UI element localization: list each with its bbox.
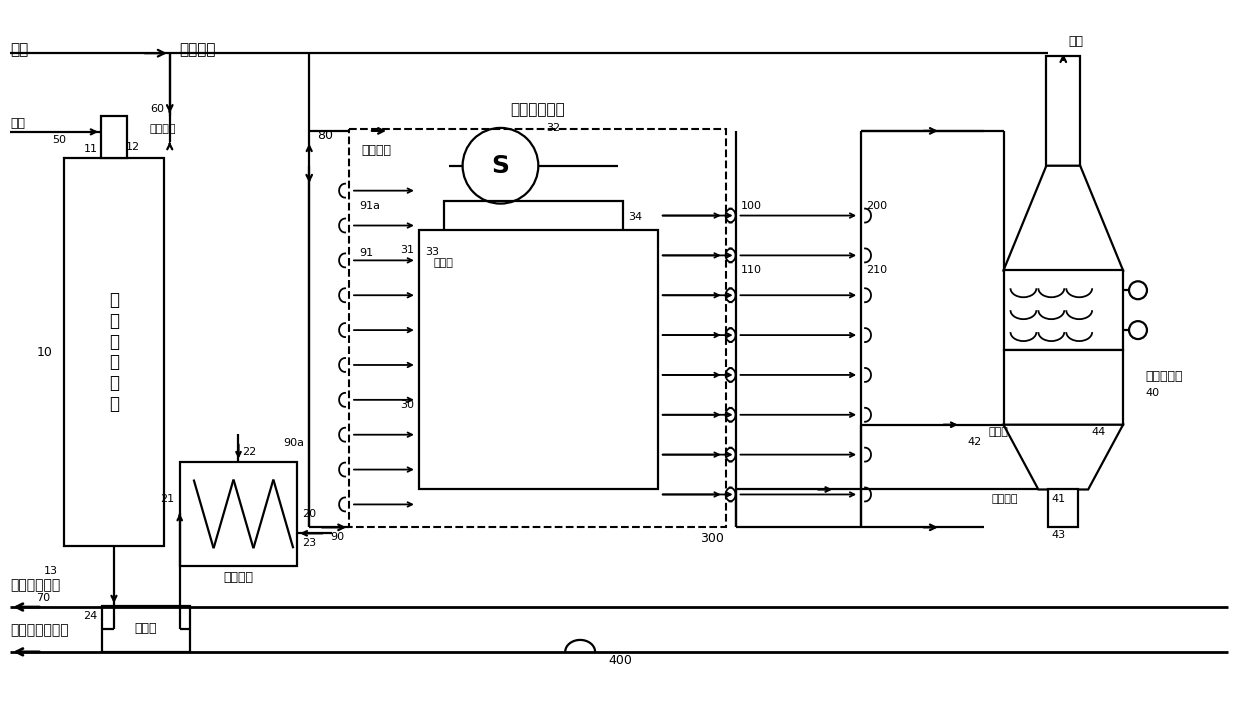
Text: 合成气: 合成气	[135, 622, 157, 635]
Text: 20: 20	[303, 509, 316, 519]
Bar	[348, 129, 725, 528]
Text: S: S	[491, 154, 510, 178]
Text: 乏合成气: 乏合成气	[992, 495, 1018, 505]
Text: 电堆空气: 电堆空气	[361, 144, 391, 157]
Text: 24: 24	[83, 611, 97, 621]
Text: 60: 60	[150, 104, 164, 114]
Bar	[102, 606, 190, 652]
Bar	[419, 231, 658, 490]
Text: 100: 100	[740, 200, 761, 211]
Polygon shape	[1003, 425, 1123, 490]
Bar	[100, 116, 126, 158]
Text: 90a: 90a	[283, 437, 304, 448]
Text: 30: 30	[399, 400, 414, 410]
Text: 40: 40	[1145, 388, 1159, 398]
Text: 燃料: 燃料	[10, 117, 25, 130]
Text: 34: 34	[627, 211, 642, 221]
Polygon shape	[1003, 165, 1123, 271]
Text: 91: 91	[360, 248, 373, 258]
Text: 41: 41	[1052, 495, 1065, 505]
Text: 12: 12	[126, 142, 140, 152]
Text: 110: 110	[740, 266, 761, 276]
Bar	[64, 158, 164, 546]
Text: 调节用燃料气: 调节用燃料气	[10, 578, 61, 592]
Text: 91a: 91a	[360, 200, 379, 211]
Text: 11: 11	[84, 144, 98, 154]
Bar	[1047, 56, 1080, 165]
Text: 43: 43	[1052, 531, 1065, 541]
Text: 燃料电池电堆: 燃料电池电堆	[510, 102, 564, 117]
Text: 200: 200	[866, 200, 887, 211]
Text: 44: 44	[1091, 427, 1105, 437]
Text: 80: 80	[317, 129, 334, 142]
Text: 空气: 空气	[10, 42, 29, 57]
Text: 70: 70	[36, 593, 51, 603]
Text: 90: 90	[330, 532, 343, 542]
Text: 燃烧空气: 燃烧空气	[150, 124, 176, 134]
Text: 21: 21	[161, 494, 175, 504]
Text: 300: 300	[699, 532, 724, 546]
Bar	[180, 462, 298, 566]
Text: 23: 23	[303, 538, 316, 548]
Bar	[1003, 350, 1123, 425]
Text: 22: 22	[243, 447, 257, 457]
Bar	[1003, 271, 1123, 350]
Text: 32: 32	[547, 123, 560, 133]
Text: 400: 400	[608, 654, 632, 667]
Text: 13: 13	[45, 566, 58, 576]
Text: 10: 10	[36, 346, 52, 359]
Bar	[1048, 490, 1079, 528]
Text: 调节用燃烧空气: 调节用燃烧空气	[10, 623, 69, 637]
Text: 工艺加热炉: 工艺加热炉	[1145, 370, 1183, 383]
Text: 乏空气: 乏空气	[988, 427, 1008, 437]
Text: 合
成
气
发
生
器: 合 成 气 发 生 器	[109, 291, 119, 413]
Text: 42: 42	[967, 437, 982, 447]
Text: 210: 210	[866, 266, 887, 276]
Text: 33: 33	[425, 248, 439, 258]
Text: 电堆空气: 电堆空气	[180, 42, 216, 57]
Text: 烟气: 烟气	[1068, 35, 1084, 48]
Text: 热交换器: 热交换器	[223, 571, 253, 584]
Text: 合成气: 合成气	[434, 258, 454, 268]
Text: 50: 50	[52, 135, 66, 145]
Text: 31: 31	[399, 246, 414, 256]
Bar	[444, 200, 622, 233]
